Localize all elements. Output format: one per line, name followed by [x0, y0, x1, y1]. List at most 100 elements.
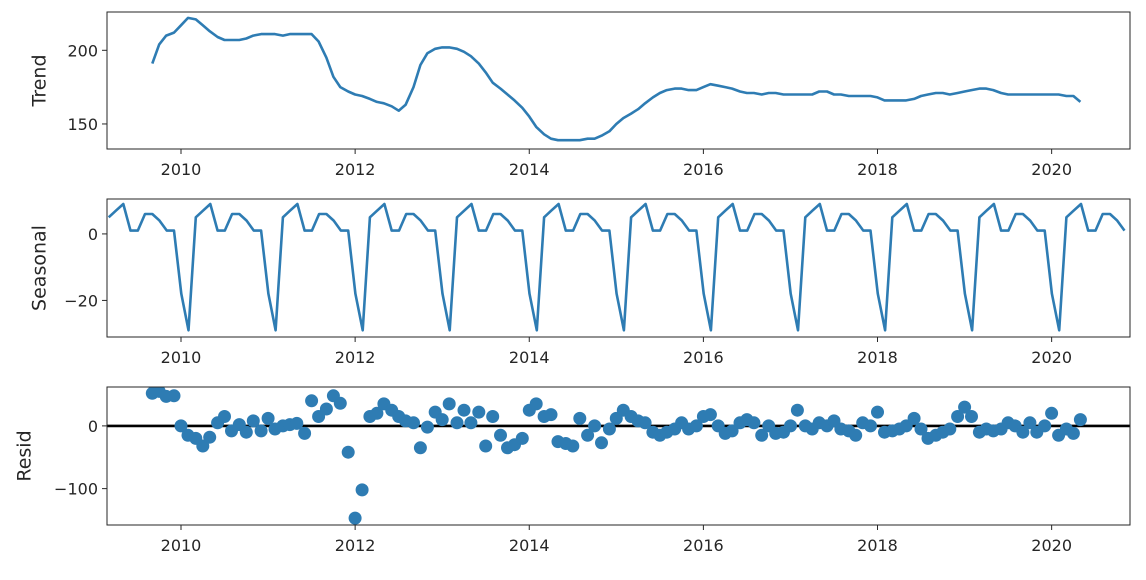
resid-point — [755, 428, 769, 442]
seasonal-marks — [107, 202, 1126, 332]
trend-x-tick-label: 2020 — [1031, 160, 1072, 179]
resid-point — [333, 396, 347, 410]
resid-point — [290, 416, 304, 430]
resid-point — [871, 405, 884, 419]
resid-point — [319, 402, 333, 416]
resid-point — [864, 419, 877, 433]
resid-point — [515, 431, 529, 445]
resid-point — [849, 428, 863, 442]
resid-point — [907, 411, 921, 425]
resid-x-tick-label: 2010 — [161, 536, 202, 555]
resid-point — [435, 413, 449, 427]
resid-point — [254, 424, 268, 438]
resid-point — [943, 422, 957, 436]
resid-x-tick-label: 2018 — [857, 536, 898, 555]
trend-series-line — [151, 16, 1082, 142]
resid-point — [951, 410, 965, 423]
resid-point — [486, 410, 500, 423]
resid-point — [595, 436, 608, 450]
trend-x-tick-label: 2018 — [857, 160, 898, 179]
seasonal-x-tick-label: 2018 — [857, 348, 898, 367]
resid-x-tick-label: 2016 — [683, 536, 724, 555]
resid-point — [218, 410, 231, 423]
resid-axes-frame — [106, 386, 1131, 526]
resid-point — [566, 439, 580, 453]
resid-point — [573, 411, 587, 425]
resid-point — [914, 422, 928, 436]
resid-point — [581, 428, 595, 442]
resid-point — [420, 420, 434, 434]
resid-point — [790, 403, 804, 417]
resid-x-tick-label: 2020 — [1031, 536, 1072, 555]
resid-point — [261, 411, 275, 425]
trend-x-tick-label: 2014 — [509, 160, 550, 179]
resid-point — [747, 416, 761, 430]
resid-point — [341, 445, 355, 459]
resid-point — [725, 424, 739, 438]
resid-point — [298, 426, 312, 440]
resid-point — [203, 430, 217, 444]
resid-point — [472, 405, 486, 419]
resid-point — [239, 425, 253, 439]
resid-point — [174, 419, 188, 433]
seasonal-x-tick-label: 2010 — [161, 348, 202, 367]
seasonal-x-tick-label: 2014 — [509, 348, 550, 367]
resid-point — [494, 428, 507, 442]
resid-point — [1045, 406, 1059, 420]
resid-x-tick-label: 2012 — [335, 536, 376, 555]
resid-point — [703, 408, 717, 422]
resid-point — [638, 416, 652, 430]
resid-point — [958, 400, 972, 414]
trend-y-tick-label: 150 — [67, 115, 98, 134]
resid-point — [464, 416, 478, 430]
resid-point — [167, 389, 181, 403]
seasonal-x-tick-label: 2020 — [1031, 348, 1072, 367]
resid-y-tick-label: 0 — [88, 417, 98, 436]
resid-x-tick-label: 2014 — [509, 536, 550, 555]
seasonal-y-tick-label: 0 — [88, 225, 98, 244]
trend-axes-frame — [106, 11, 1131, 150]
resid-y-axis-label: Resid — [14, 430, 36, 481]
resid-point — [370, 406, 384, 420]
resid-point — [407, 416, 420, 430]
resid-point — [1066, 426, 1080, 440]
resid-point — [784, 419, 797, 433]
resid-point — [442, 397, 456, 411]
seasonal-y-tick-label: −20 — [64, 291, 98, 310]
resid-point — [529, 397, 543, 411]
resid-point — [413, 441, 427, 455]
trend-y-axis-label: Trend — [29, 55, 51, 108]
resid-point — [544, 408, 558, 422]
resid-point — [479, 439, 493, 453]
resid-point — [1073, 413, 1087, 427]
seasonal-panel: 2010 2012 2014 2016 2018 2020 −20 0 Seasonal — [29, 198, 1131, 367]
seasonal-series-line — [107, 202, 1126, 332]
resid-point — [246, 414, 260, 428]
resid-point — [348, 511, 362, 525]
resid-point — [1023, 416, 1037, 430]
resid-point — [196, 439, 210, 453]
resid-point — [450, 416, 464, 430]
trend-x-tick-label: 2016 — [683, 160, 724, 179]
resid-point — [965, 410, 978, 423]
resid-y-tick-label: −100 — [54, 480, 98, 499]
resid-point — [689, 419, 703, 433]
seasonal-x-tick-label: 2012 — [335, 348, 376, 367]
resid-point — [1038, 419, 1052, 433]
trend-marks — [151, 16, 1082, 142]
seasonal-axes-frame — [106, 198, 1131, 338]
seasonal-x-tick-label: 2016 — [683, 348, 724, 367]
resid-point — [602, 422, 616, 436]
seasonal-y-axis-label: Seasonal — [29, 225, 51, 311]
resid-point — [588, 419, 602, 433]
trend-panel: 2010 2012 2014 2016 2018 2020 150 200 Trend — [29, 11, 1131, 179]
resid-point — [355, 483, 369, 497]
resid-panel: 2010 2012 2014 2016 2018 2020 −100 0 Resid — [14, 386, 1131, 555]
trend-x-tick-label: 2012 — [335, 160, 376, 179]
resid-point — [457, 403, 471, 417]
trend-y-tick-label: 200 — [67, 41, 98, 60]
resid-point — [1016, 425, 1030, 439]
trend-x-tick-label: 2010 — [161, 160, 202, 179]
resid-marks — [107, 387, 1130, 525]
